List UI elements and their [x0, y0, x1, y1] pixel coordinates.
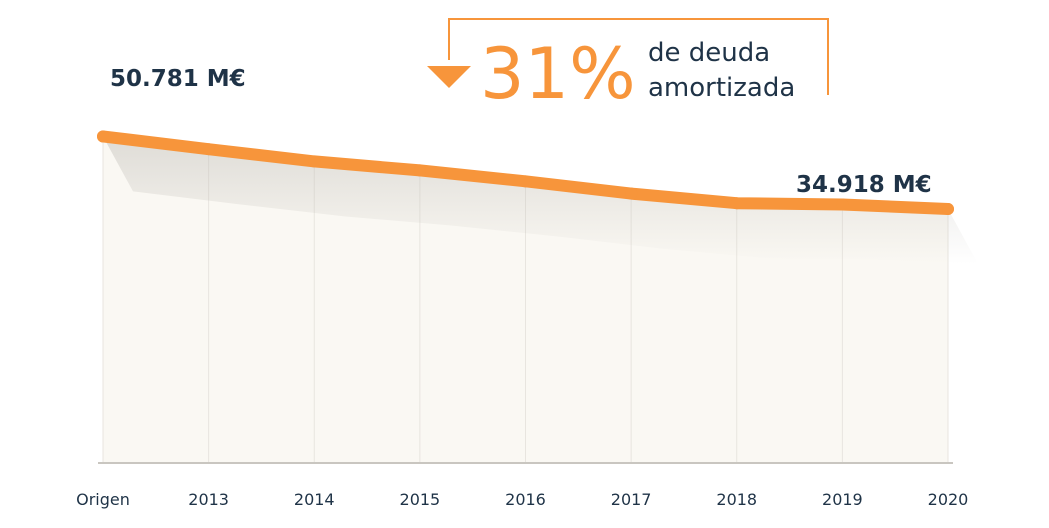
x-tick-label-2017: 2017 [611, 490, 652, 509]
data-point-2015 [413, 164, 426, 177]
down-triangle-icon [427, 66, 471, 88]
percent-value: 31% [480, 33, 636, 115]
data-point-2016 [519, 175, 532, 188]
line-shadow [103, 136, 978, 264]
data-point-2018 [730, 197, 743, 210]
data-point-origen [97, 130, 109, 143]
percent-callout: 31% de deuda amortizada [427, 18, 829, 115]
x-tick-label-origen: Origen [76, 490, 130, 509]
data-point-2020 [942, 202, 954, 215]
percent-text-line2: amortizada [648, 73, 795, 103]
x-tick-label-2020: 2020 [928, 490, 969, 509]
data-points [97, 130, 954, 215]
end-value-label: 34.918 M€ [796, 172, 932, 198]
percent-text-line1: de deuda [648, 38, 770, 68]
x-tick-label-2018: 2018 [716, 490, 757, 509]
data-point-2013 [202, 143, 215, 156]
data-point-2019 [836, 198, 849, 211]
x-tick-label-2016: 2016 [505, 490, 546, 509]
x-tick-label-2019: 2019 [822, 490, 863, 509]
x-tick-label-2013: 2013 [188, 490, 229, 509]
data-point-2014 [308, 155, 321, 168]
x-tick-label-2014: 2014 [294, 490, 335, 509]
start-value-label: 50.781 M€ [110, 66, 246, 92]
callout-bracket [448, 18, 829, 95]
x-axis-ticks: Origen 2013 2014 2015 2016 2017 2018 2019 2020 [76, 490, 968, 509]
x-tick-label-2015: 2015 [400, 490, 441, 509]
data-point-2017 [625, 187, 638, 200]
